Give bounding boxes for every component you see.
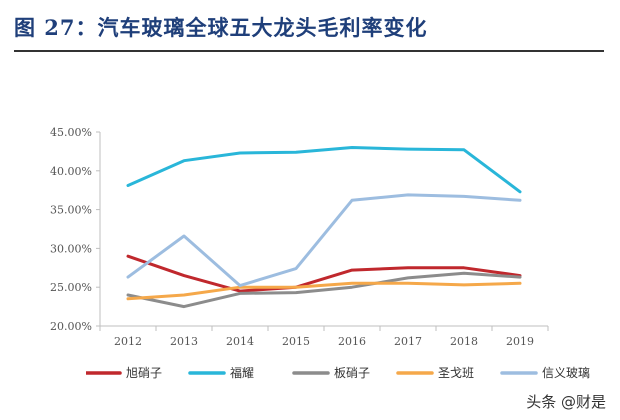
legend-label: 旭硝子	[126, 366, 162, 380]
x-tick-label: 2018	[450, 335, 478, 348]
legend-label: 福耀	[230, 365, 254, 380]
chart-area: 20.00% 25.00% 30.00% 35.00% 40.00% 45.00% 201…	[0, 100, 620, 400]
legend-item: 信义玻璃	[500, 366, 590, 380]
y-tick-label: 45.00%	[50, 126, 92, 139]
series-lines	[126, 146, 522, 309]
series-line-2	[126, 146, 522, 194]
series-line-1	[126, 254, 522, 293]
chart-legend: 旭硝子 福耀 板硝子 圣戈班 信义玻璃	[86, 365, 590, 380]
series-line-5	[126, 193, 522, 288]
title-underline	[14, 50, 604, 52]
watermark: 头条 @财是	[526, 393, 606, 411]
y-axis: 20.00% 25.00% 30.00% 35.00% 40.00% 45.00%	[50, 126, 101, 333]
x-tick-label: 2012	[114, 335, 142, 348]
x-tick-label: 2014	[226, 335, 254, 348]
y-tick-label: 35.00%	[50, 204, 92, 217]
x-tick-label: 2016	[338, 335, 366, 348]
legend-label: 圣戈班	[438, 366, 474, 380]
legend-item: 福耀	[188, 365, 254, 380]
line-chart: 20.00% 25.00% 30.00% 35.00% 40.00% 45.00% 201…	[50, 126, 549, 348]
legend-item: 圣戈班	[396, 366, 474, 380]
x-tick-label: 2013	[170, 335, 198, 348]
x-tick-label: 2017	[394, 335, 422, 348]
x-tick-label: 2019	[506, 335, 534, 348]
legend-item: 板硝子	[292, 366, 370, 380]
y-tick-label: 20.00%	[50, 320, 92, 333]
legend-item: 旭硝子	[86, 366, 162, 380]
series-line-3	[126, 271, 522, 309]
chart-title: 图 27：汽车玻璃全球五大龙头毛利率变化	[14, 15, 428, 40]
x-axis: 2012 2013 2014 2015 2016 2017 2018 2019	[99, 325, 549, 348]
y-tick-label: 40.00%	[50, 165, 92, 178]
y-tick-label: 30.00%	[50, 242, 92, 255]
series-line-4	[126, 281, 522, 301]
chart-header: 图 27：汽车玻璃全球五大龙头毛利率变化	[14, 12, 604, 52]
x-tick-label: 2015	[282, 335, 310, 348]
legend-label: 板硝子	[334, 366, 370, 380]
legend-label: 信义玻璃	[542, 366, 590, 380]
y-tick-label: 25.00%	[50, 281, 92, 294]
